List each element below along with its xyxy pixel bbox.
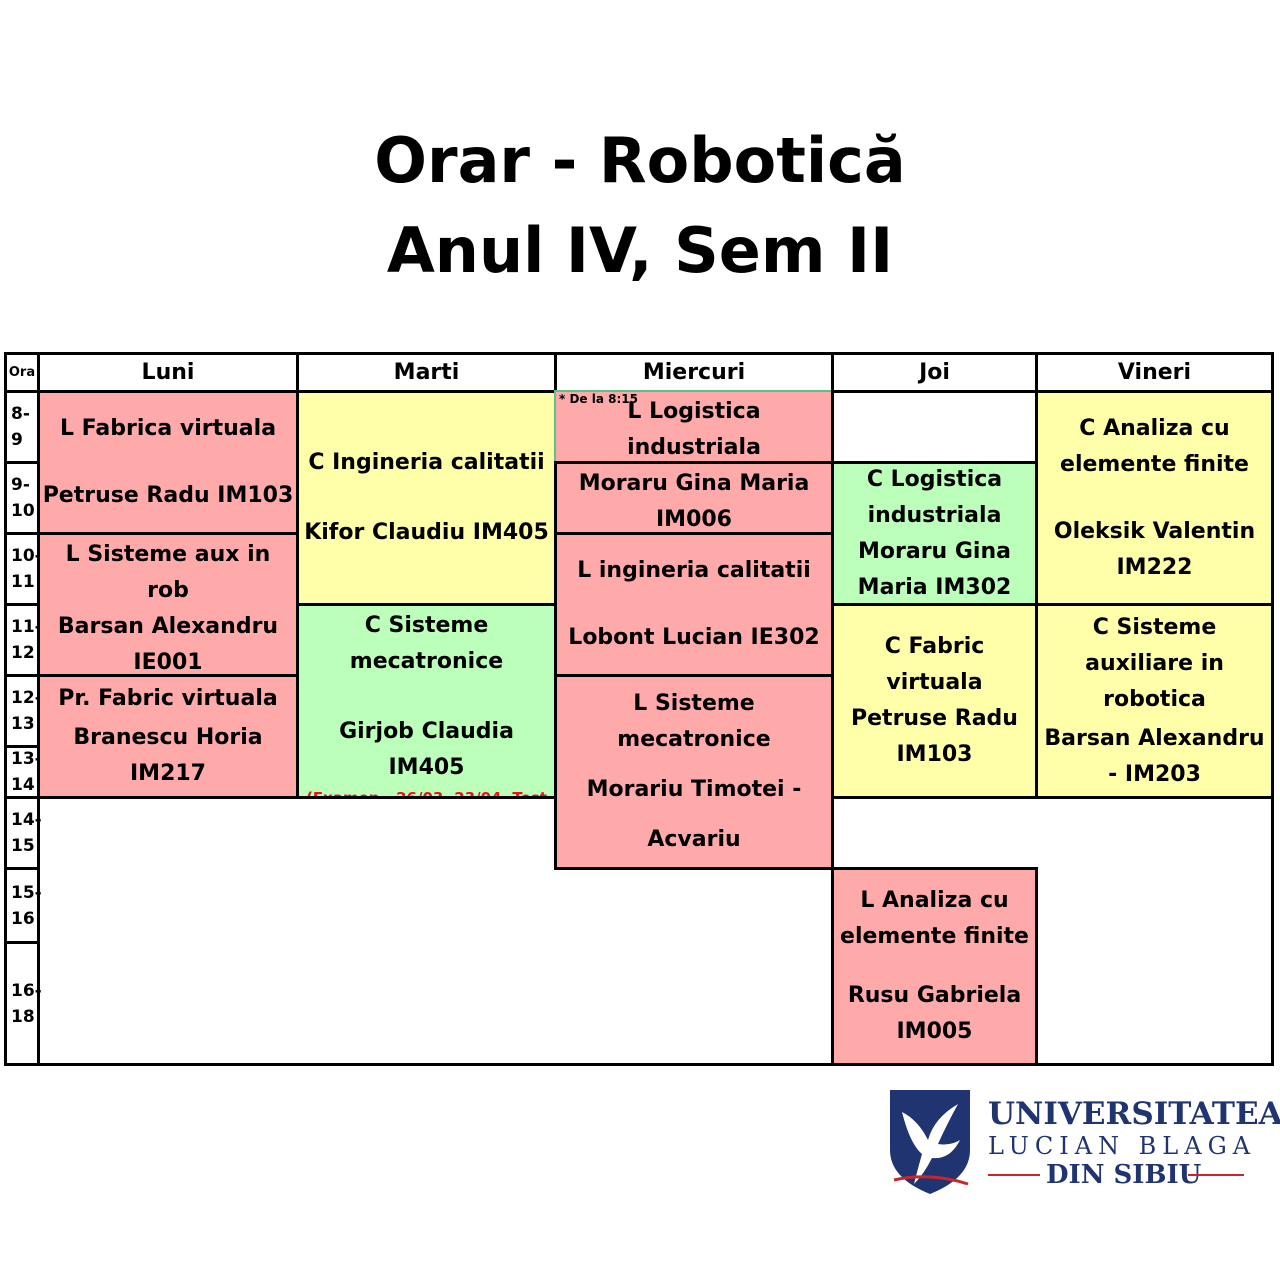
time-start: 8-	[11, 404, 30, 424]
time-end: 11	[11, 572, 35, 592]
class-title: C Analiza cu elemente finite	[1060, 415, 1249, 477]
class-details: Oleksik Valentin IM222	[1053, 518, 1256, 580]
class-details: Girjob Claudia IM405	[339, 719, 514, 780]
class-block[interactable]: C Logistica industriala Moraru Gina Mari…	[831, 461, 1038, 606]
time-slot: 16- 18	[4, 941, 42, 1066]
header-day-vineri: Vineri	[1035, 352, 1274, 393]
class-block[interactable]: Pr. Fabric virtuala Branescu Horia IM217	[37, 674, 299, 799]
time-slot: 8- 9	[4, 390, 40, 464]
class-block[interactable]: C Fabric virtuala Petruse Radu IM103	[831, 603, 1038, 799]
time-end: 10	[11, 501, 35, 521]
class-block[interactable]: L Analiza cu elemente finite Rusu Gabrie…	[831, 867, 1038, 1066]
time-end: 16	[11, 908, 35, 929]
class-block[interactable]: C Analiza cu elemente finite Oleksik Val…	[1035, 390, 1274, 606]
class-block[interactable]: Moraru Gina Maria IM006	[554, 461, 834, 535]
header-day-luni: Luni	[37, 352, 299, 393]
class-title: C Ingineria calitatii	[308, 450, 545, 475]
time-end: 15	[11, 836, 35, 856]
time-slot: 14- 15	[4, 796, 42, 870]
class-details: Branescu Horia IM217	[73, 725, 263, 787]
time-start: 9-	[11, 475, 30, 495]
time-start: 14-	[11, 810, 42, 830]
class-title: L Analiza cu elemente finite	[840, 888, 1029, 950]
class-block[interactable]: L Fabrica virtuala Petruse Radu IM103	[37, 390, 299, 535]
header-day-miercuri: Miercuri	[554, 352, 834, 393]
class-details: Kifor Claudiu IM405	[304, 520, 549, 545]
class-title: Pr. Fabric virtuala	[58, 685, 278, 711]
header-day-marti: Marti	[296, 352, 557, 393]
class-details: Barsan Alexandru - IM203	[1044, 725, 1265, 787]
time-start: 12-	[11, 688, 42, 708]
class-details: Rusu Gabriela IM005	[847, 982, 1022, 1044]
page-subtitle: Anul IV, Sem II	[386, 214, 894, 287]
class-details: Moraru Gina Maria IM006	[578, 471, 810, 532]
start-time-note: * De la 8:15	[559, 392, 638, 406]
class-details: Lobont Lucian IE302	[568, 625, 820, 651]
class-info: C Fabric virtuala Petruse Radu IM103	[851, 634, 1018, 767]
shield-bird-icon	[890, 1090, 970, 1194]
time-slot: 13- 14	[4, 745, 42, 799]
time-start: 16-	[11, 980, 42, 1001]
logo-divider-right	[1188, 1174, 1244, 1176]
class-details: Barsan Alexandru IE001	[57, 614, 279, 675]
time-end: 13	[11, 714, 35, 734]
page-title: Orar - Robotică	[374, 124, 906, 197]
class-title: L Fabrica virtuala	[59, 415, 277, 441]
time-slot: 11- 12	[4, 603, 42, 677]
class-details: Petruse Radu IM103	[42, 483, 294, 509]
time-slot: 9- 10	[4, 461, 40, 535]
class-block[interactable]: L Sisteme mecatronice Morariu Timotei - …	[554, 674, 834, 870]
class-block[interactable]: C Sisteme mecatronice Girjob Claudia IM4…	[296, 603, 557, 799]
class-title: C Sisteme mecatronice	[349, 613, 504, 674]
empty-slot	[831, 390, 1038, 464]
logo-divider-left	[988, 1174, 1040, 1176]
class-block[interactable]: * De la 8:15 L Logistica industriala	[554, 390, 834, 464]
logo-line2: LUCIAN BLAGA	[988, 1132, 1257, 1160]
time-start: 13-	[11, 749, 42, 769]
time-start: 15-	[11, 882, 42, 903]
time-slot: 10- 11	[4, 532, 42, 606]
time-slot: 15- 16	[4, 867, 42, 944]
class-title: L Sisteme aux in rob	[65, 542, 271, 603]
class-block[interactable]: C Ingineria calitatii Kifor Claudiu IM40…	[296, 390, 557, 606]
logo-line3: DIN SIBIU	[1046, 1160, 1202, 1190]
time-end: 12	[11, 643, 35, 663]
class-title: L ingineria calitatii	[577, 557, 811, 583]
exam-note: (Examen - 26/03, 23/04, Test 12/03)	[306, 789, 547, 799]
time-start: 11-	[11, 617, 42, 637]
class-block[interactable]: C Sisteme auxiliare in robotica Barsan A…	[1035, 603, 1274, 799]
time-end: 18	[11, 1006, 35, 1027]
class-block[interactable]: L ingineria calitatii Lobont Lucian IE30…	[554, 532, 834, 677]
time-end: 14	[11, 775, 35, 795]
time-end: 9	[11, 430, 23, 450]
logo-line1: UNIVERSITATEA	[988, 1096, 1280, 1132]
university-logo: UNIVERSITATEA LUCIAN BLAGA DIN SIBIU	[888, 1088, 1280, 1198]
class-details: Morariu Timotei -	[586, 777, 802, 802]
class-title: C Sisteme auxiliare in robotica	[1085, 614, 1224, 712]
class-title: L Sisteme mecatronice	[617, 691, 771, 752]
header-day-joi: Joi	[831, 352, 1038, 393]
class-block[interactable]: L Sisteme aux in rob Barsan Alexandru IE…	[37, 532, 299, 677]
class-room: Acvariu	[647, 827, 741, 852]
class-info: C Logistica industriala Moraru Gina Mari…	[857, 466, 1012, 600]
header-ora: Ora	[4, 352, 40, 393]
class-title: L Logistica industriala	[627, 399, 761, 460]
time-start: 10-	[11, 546, 42, 566]
time-slot: 12- 13	[4, 674, 42, 748]
